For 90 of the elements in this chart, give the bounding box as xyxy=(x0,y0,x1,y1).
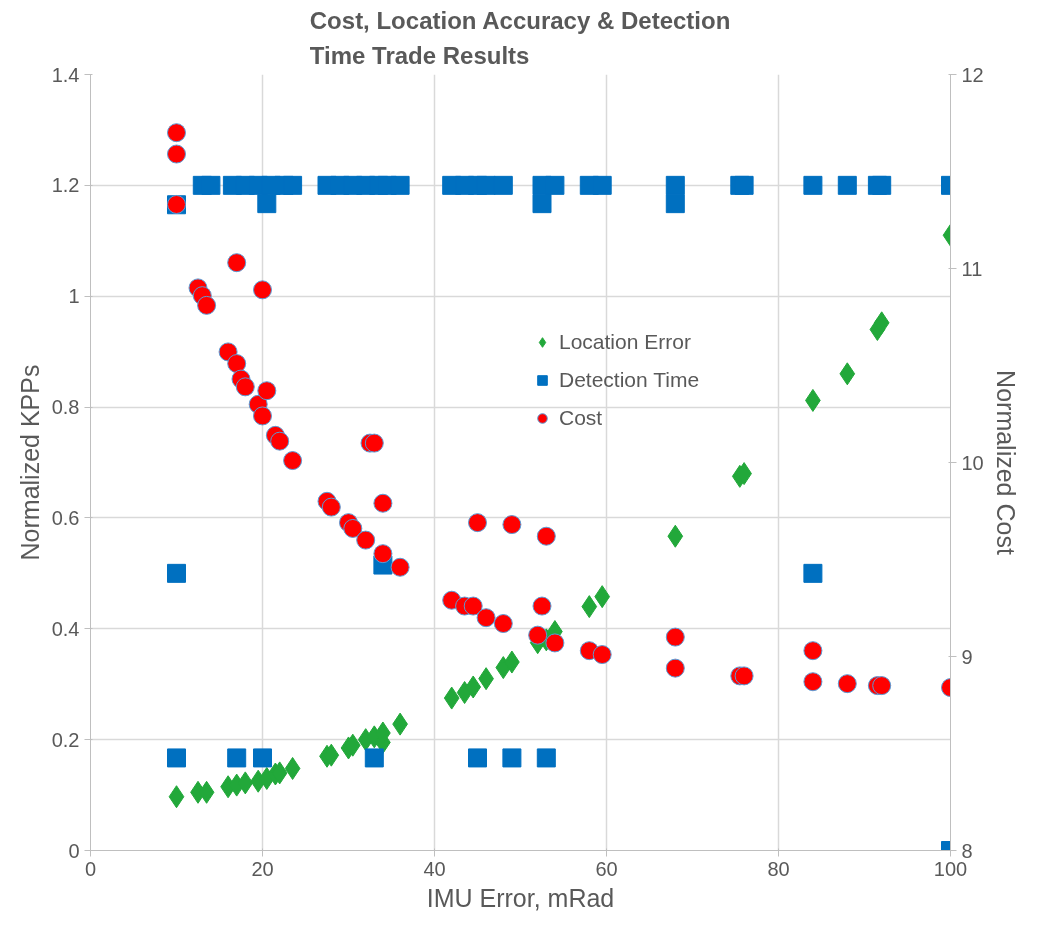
point xyxy=(545,175,565,195)
point xyxy=(443,686,460,710)
point xyxy=(463,596,483,616)
point xyxy=(803,641,823,661)
point xyxy=(592,645,612,665)
y-tick-label: 0.4 xyxy=(51,617,80,640)
point xyxy=(837,674,857,694)
legend-label: Location Error xyxy=(559,330,691,354)
point xyxy=(284,756,301,780)
point xyxy=(493,175,513,195)
y2-tick-label: 11 xyxy=(961,257,983,280)
point xyxy=(872,676,892,696)
point xyxy=(465,675,482,699)
point xyxy=(545,633,565,653)
point xyxy=(665,194,685,214)
point xyxy=(665,175,685,195)
x-tick-label: 20 xyxy=(251,857,274,880)
point xyxy=(873,311,890,335)
point xyxy=(227,748,247,768)
point xyxy=(235,377,255,397)
y2-tick-label: 10 xyxy=(961,451,984,474)
y-tick-label: 0.8 xyxy=(51,396,80,419)
point xyxy=(839,362,856,386)
point xyxy=(468,748,487,768)
point xyxy=(581,595,598,619)
y2-tick-label: 9 xyxy=(961,645,973,668)
point xyxy=(283,175,303,195)
y2-tick-label: 12 xyxy=(961,63,984,86)
point xyxy=(803,563,823,583)
point xyxy=(257,194,277,214)
y2-axis-title: Normalized Cost xyxy=(991,370,1020,555)
x-tick-label: 0 xyxy=(84,857,97,880)
point xyxy=(167,563,186,583)
y-tick-label: 0.2 xyxy=(51,728,80,751)
point xyxy=(197,295,217,315)
point xyxy=(227,253,247,273)
point xyxy=(253,280,272,300)
point xyxy=(237,771,254,795)
point xyxy=(532,194,552,214)
point xyxy=(168,785,185,809)
point xyxy=(356,530,376,550)
y-tick-label: 1 xyxy=(68,285,80,308)
point xyxy=(390,175,410,195)
point xyxy=(502,748,522,768)
y-tick-label: 0 xyxy=(68,839,80,862)
point xyxy=(373,544,393,564)
y-tick-label: 1.4 xyxy=(51,63,80,86)
point xyxy=(536,748,556,768)
x-tick-label: 60 xyxy=(595,857,618,880)
point xyxy=(390,557,410,577)
point xyxy=(167,748,186,768)
point xyxy=(532,596,552,616)
legend-label: Cost xyxy=(559,406,603,430)
point xyxy=(493,614,513,633)
point xyxy=(502,515,522,535)
point xyxy=(257,381,277,401)
x-tick-label: 80 xyxy=(767,857,790,880)
point xyxy=(594,585,611,609)
point xyxy=(343,518,363,538)
point xyxy=(167,123,186,143)
point xyxy=(837,175,857,195)
y-tick-label: 0.6 xyxy=(51,506,80,529)
x-axis-title: IMU Error, mRad xyxy=(426,883,615,912)
point xyxy=(227,354,247,374)
point xyxy=(476,608,496,628)
y-axis-title: Normalized KPPs xyxy=(15,364,44,561)
point xyxy=(536,526,556,546)
point xyxy=(167,144,186,164)
point xyxy=(667,524,684,548)
chart-title: Cost, Location Accuracy & Detection Time Trade Results xyxy=(309,7,731,70)
point xyxy=(872,175,892,195)
point xyxy=(321,497,341,517)
point xyxy=(373,493,393,513)
x-tick-label: 40 xyxy=(423,857,446,880)
point xyxy=(803,175,823,195)
point xyxy=(528,625,548,645)
point xyxy=(468,513,487,533)
point xyxy=(665,627,685,647)
y-tick-label: 1.2 xyxy=(51,174,80,197)
point xyxy=(270,431,290,451)
point xyxy=(803,672,823,692)
point xyxy=(592,175,612,195)
point xyxy=(283,451,303,471)
point xyxy=(201,175,221,195)
point xyxy=(665,658,685,678)
legend-label: Detection Time xyxy=(559,368,700,392)
point xyxy=(253,406,272,426)
point xyxy=(476,175,496,195)
point xyxy=(253,748,272,768)
point xyxy=(364,748,384,768)
